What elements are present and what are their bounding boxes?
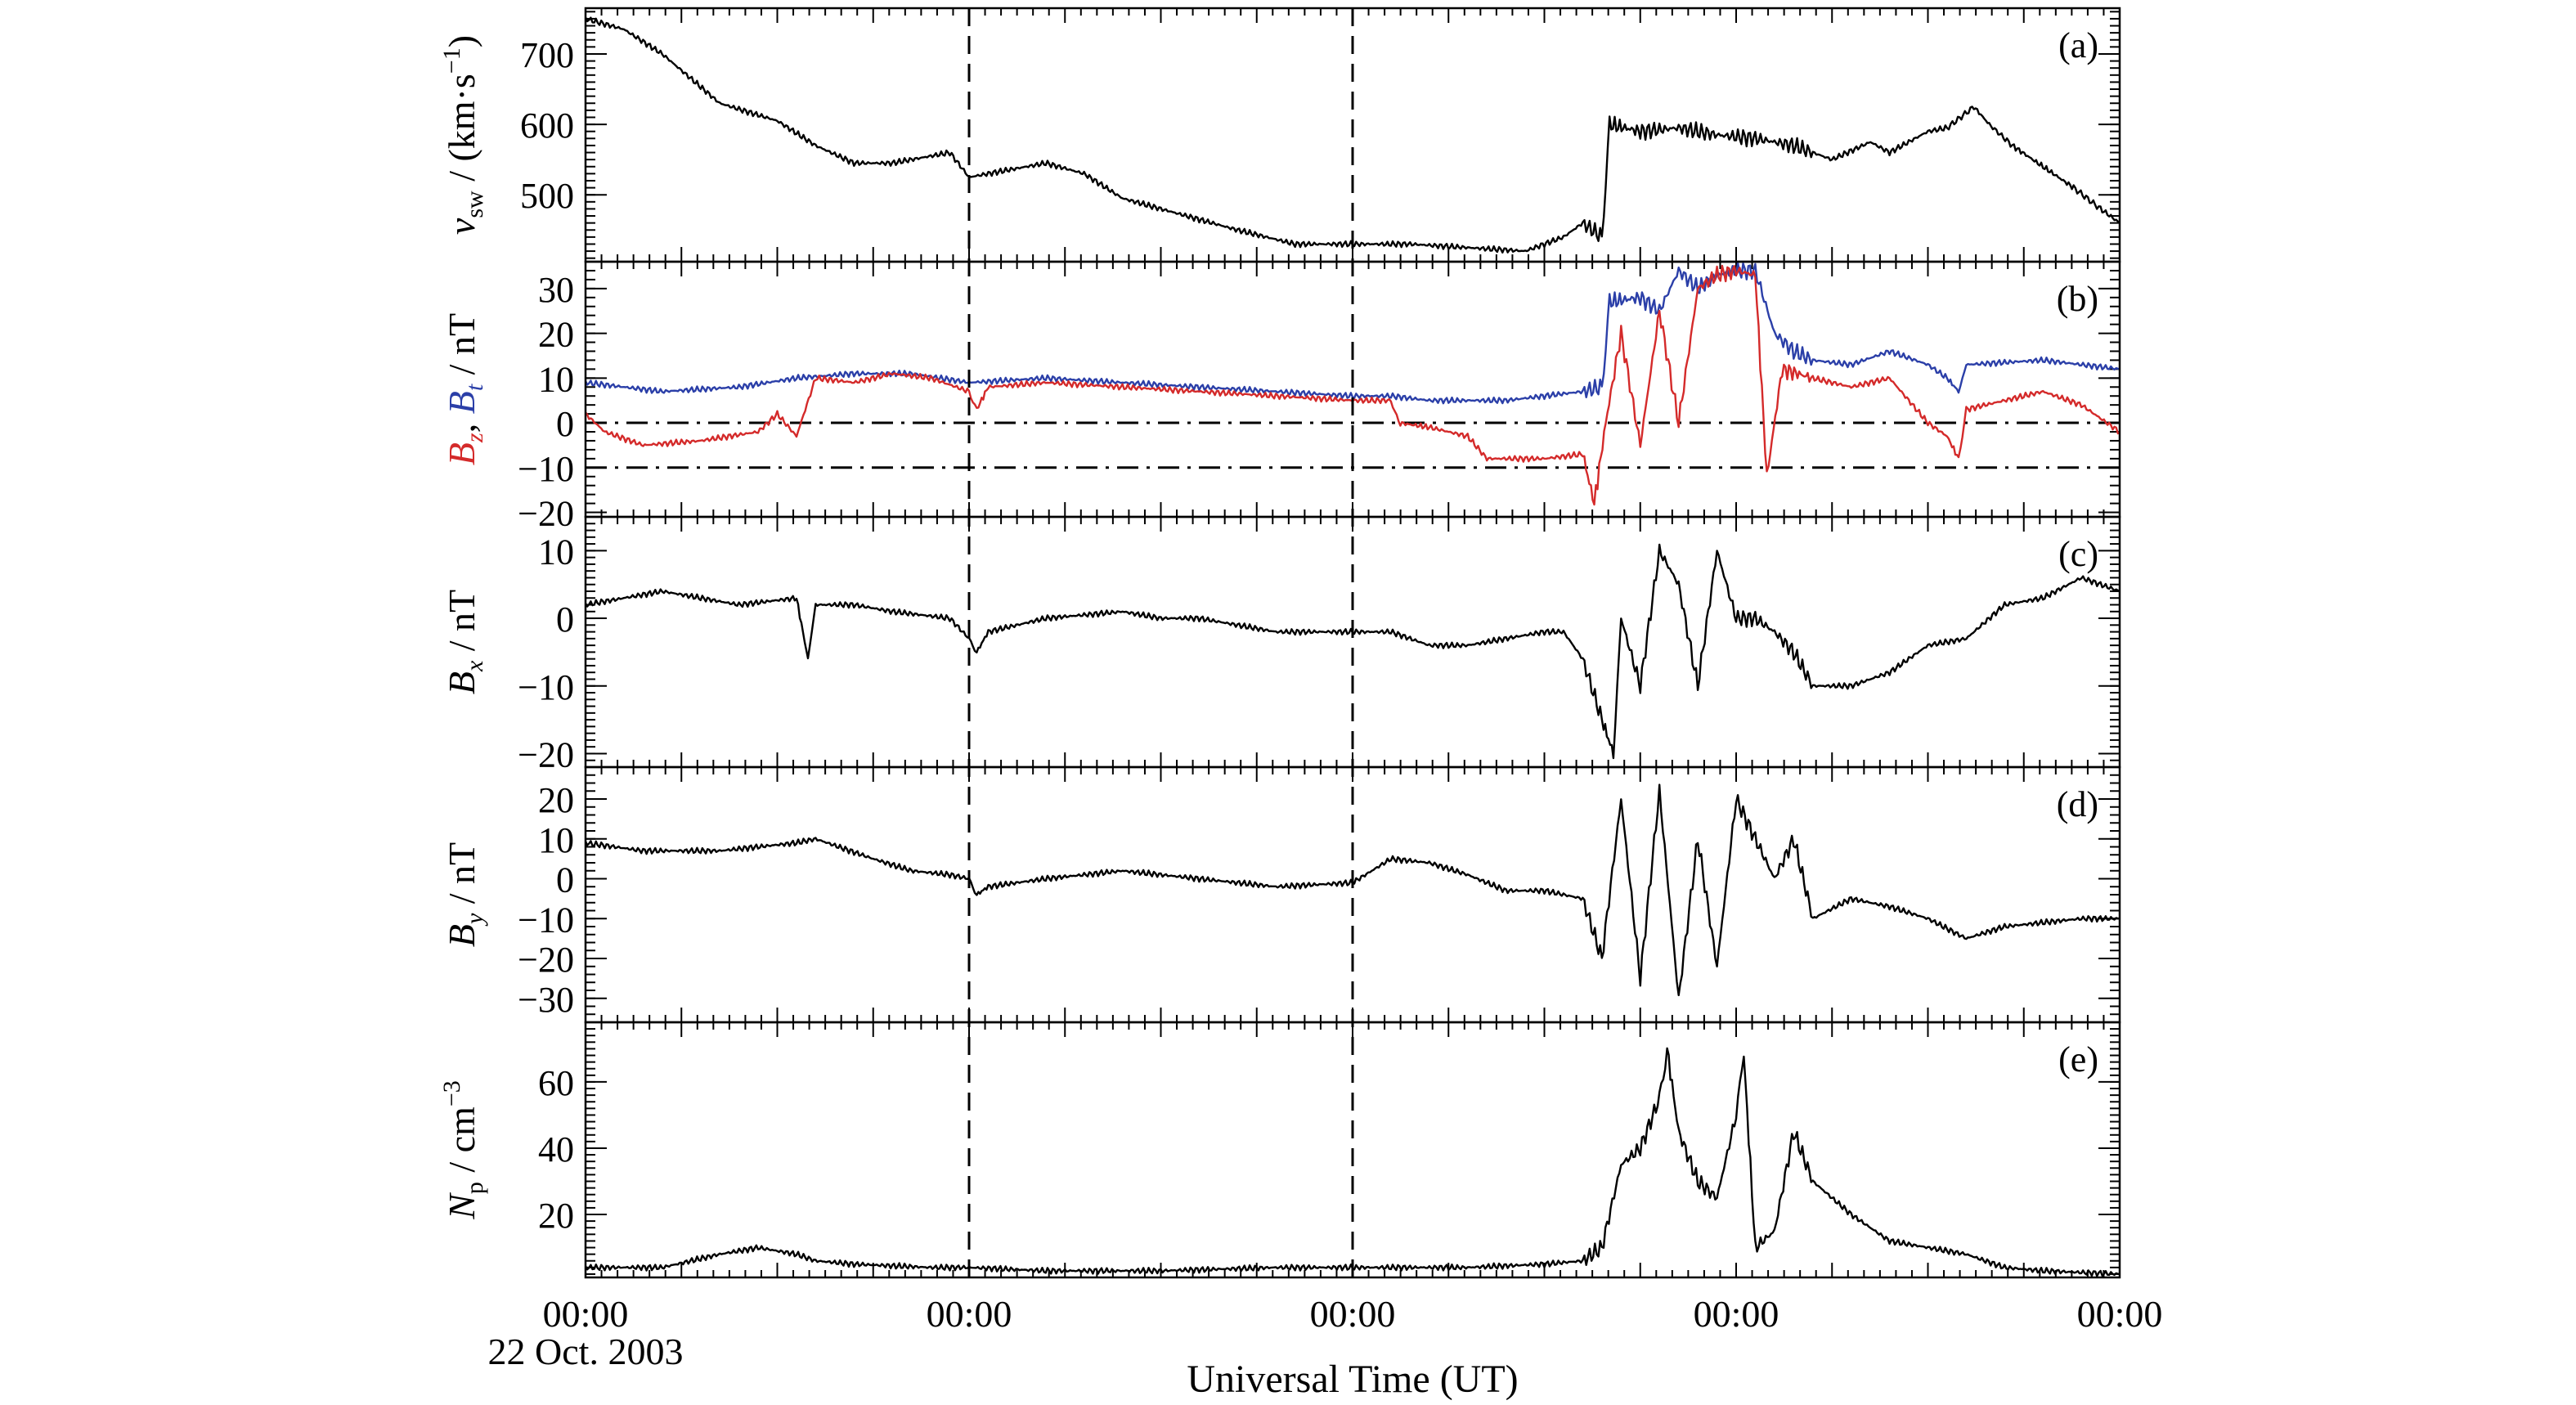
x-tick-label: 00:00 [1694, 1293, 1779, 1335]
x-axis-label: Universal Time (UT) [1187, 1358, 1518, 1401]
y-tick-label: 0 [556, 599, 574, 640]
series-line-b-t [586, 262, 2120, 405]
panel-a: 500 600 700 (a) vsw / (km·s−1) [438, 7, 2121, 263]
series-line-b-z [586, 264, 2120, 506]
y-axis-label: Np / cm−3 [438, 1080, 488, 1220]
y-tick-label: 10 [538, 359, 574, 399]
y-tick-label: 20 [538, 780, 574, 820]
y-axis-label: Bx / nT [441, 590, 488, 694]
y-tick-label: 0 [556, 860, 574, 900]
y-tick-label: −10 [518, 667, 574, 707]
y-tick-label: 10 [538, 532, 574, 572]
y-tick-label: −30 [518, 980, 574, 1020]
y-tick-label: 60 [538, 1063, 574, 1103]
y-tick-label: −20 [518, 494, 574, 534]
series-group [586, 262, 2120, 506]
y-tick-label: 700 [520, 35, 574, 75]
panel-e: 20 40 60 (e) Np / cm−3 [438, 1021, 2121, 1279]
y-axis-label: vsw / (km·s−1) [438, 35, 488, 235]
panel-c: −20 −10 0 10 (c) Bx / nT [441, 515, 2121, 774]
y-tick-label: −20 [518, 734, 574, 774]
x-tick-label: 00:00 [543, 1293, 629, 1335]
y-tick-label: 0 [556, 404, 574, 444]
y-tick-label: 30 [538, 270, 574, 310]
y-tick-label: 500 [520, 176, 574, 216]
panel-label: (b) [2057, 279, 2098, 319]
x-tick-label: 00:00 [927, 1293, 1012, 1335]
x-tick-label: 00:00 [1310, 1293, 1396, 1335]
y-tick-label: −20 [518, 940, 574, 980]
x-tick-label: 00:00 [2077, 1293, 2163, 1335]
y-tick-label: −10 [518, 449, 574, 489]
date-label: 22 Oct. 2003 [488, 1331, 684, 1372]
y-tick-label: 20 [538, 1196, 574, 1236]
panel-label: (c) [2058, 534, 2098, 574]
y-axis-label: By / nT [441, 842, 488, 947]
panel-label: (d) [2057, 784, 2098, 824]
y-tick-label: 20 [538, 315, 574, 355]
panel-label: (a) [2058, 25, 2098, 65]
y-tick-label: 600 [520, 105, 574, 146]
y-tick-label: 40 [538, 1129, 574, 1169]
y-tick-label: −10 [518, 900, 574, 940]
y-tick-label: 10 [538, 820, 574, 860]
panel-label: (e) [2058, 1039, 2098, 1080]
y-axis-label: Bz, Bt / nT [441, 313, 488, 465]
